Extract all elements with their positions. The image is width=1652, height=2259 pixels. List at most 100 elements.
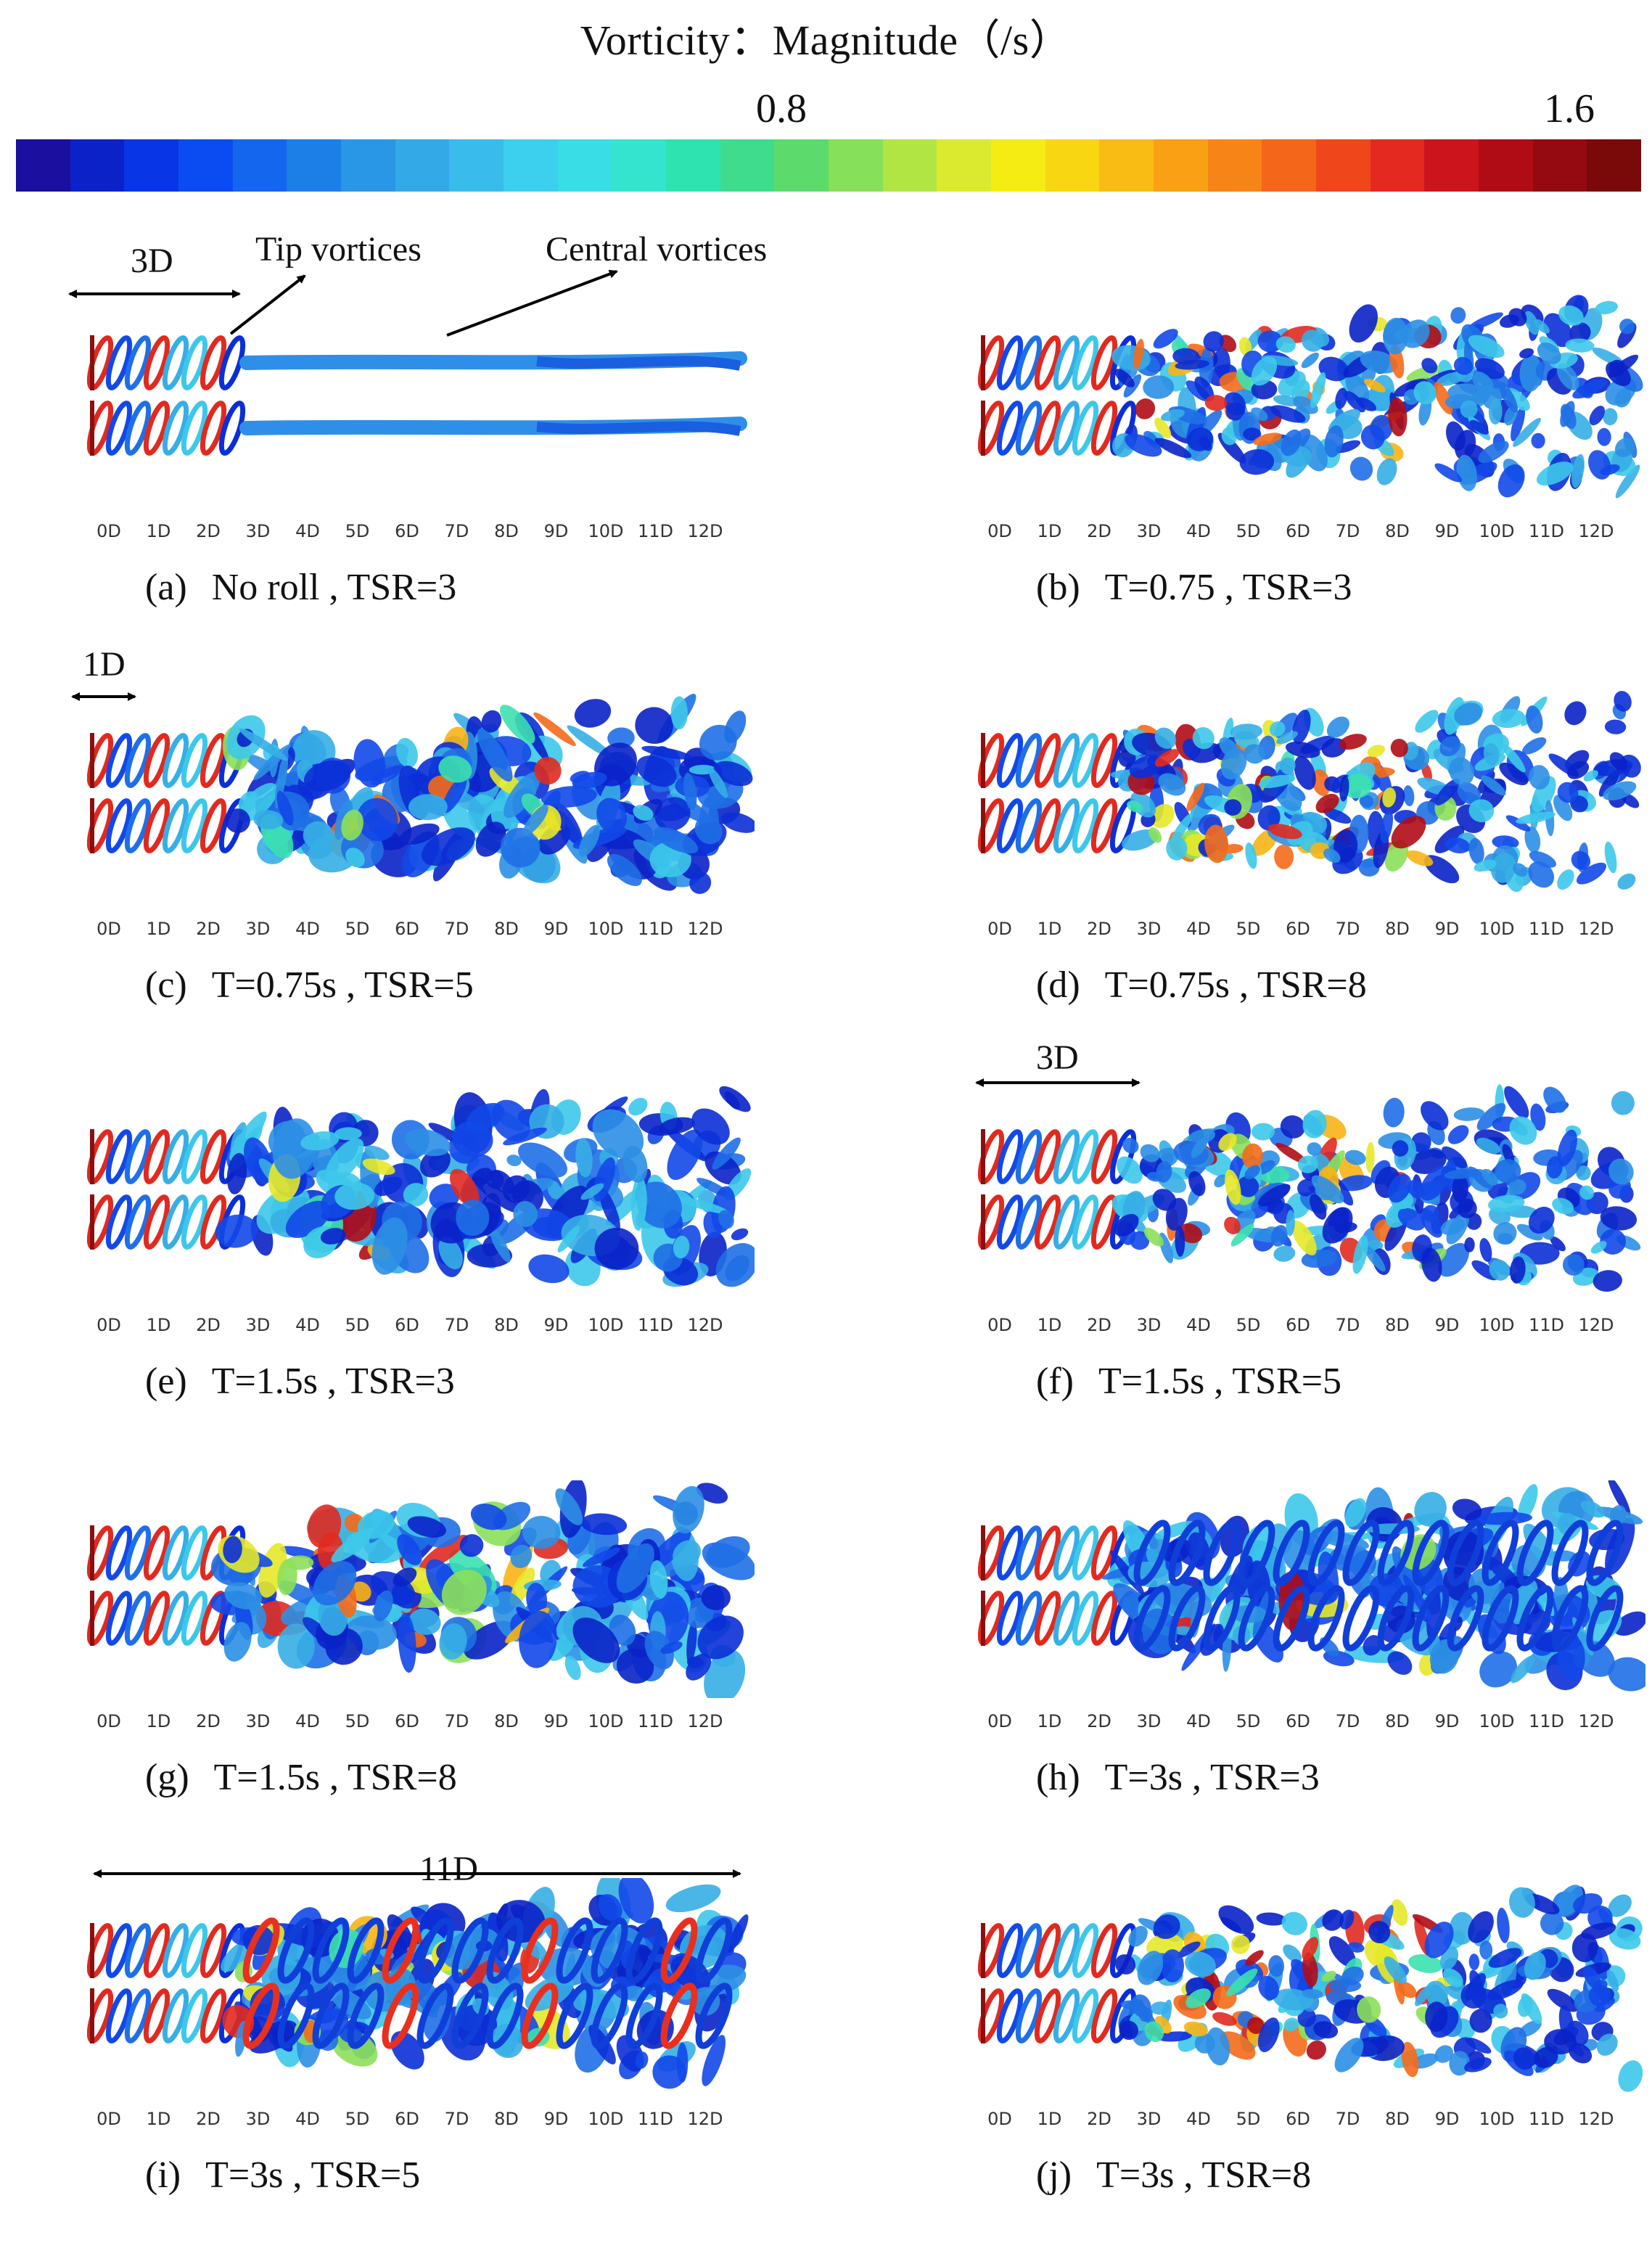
distance-tick-label: 11D: [1528, 2109, 1565, 2129]
distance-tick-label: 6D: [395, 2109, 419, 2129]
distance-tick-label: 1D: [1037, 1315, 1062, 1335]
distance-tick-label: 0D: [987, 919, 1012, 939]
distance-tick-label: 1D: [146, 1711, 171, 1731]
distance-tick-label: 2D: [196, 919, 221, 939]
distance-tick-label: 9D: [543, 919, 569, 939]
panel-condition: T=3s , TSR=8: [1096, 2155, 1312, 2196]
distance-tick-label: 3D: [1136, 1711, 1162, 1731]
colorbar-segment: [666, 139, 720, 192]
distance-tick-label: 2D: [1087, 521, 1111, 541]
colorbar-segment: [774, 139, 829, 192]
distance-tick-label: 7D: [1335, 521, 1360, 541]
panel-c: 0D 1D 2D 3D 4D 5D 6D 7D 8D 9D 10D 11D 12D (c) T=0.75s …: [22, 688, 755, 1069]
panel-label: (i): [145, 2155, 181, 2196]
distance-tick-label: 7D: [1335, 919, 1360, 939]
panel-condition: T=0.75 , TSR=3: [1104, 567, 1352, 608]
distance-tick-label: 9D: [543, 1711, 569, 1731]
distance-tick-label: 9D: [543, 2109, 569, 2129]
distance-tick-label: 2D: [1087, 2109, 1111, 2129]
wake-vortex-image: [978, 691, 1641, 893]
distance-tick-label: 10D: [588, 521, 624, 541]
distance-tick-label: 2D: [196, 521, 221, 541]
distance-tick-label: 9D: [1434, 2109, 1460, 2129]
distance-tick-label: 7D: [1335, 1711, 1360, 1731]
colorbar-segment: [287, 139, 342, 192]
distance-tick-label: 3D: [1136, 1315, 1162, 1335]
distance-tick-label: 3D: [245, 1711, 271, 1731]
distance-tick-label: 3D: [245, 1315, 271, 1335]
distance-axis: 0D 1D 2D 3D 4D 5D 6D 7D 8D 9D 10D 11D 12D: [96, 919, 755, 945]
wake-vortex-image: [87, 694, 755, 894]
panel-h: 0D 1D 2D 3D 4D 5D 6D 7D 8D 9D 10D 11D 12D (h) T=3s , T…: [913, 1480, 1645, 1861]
colorbar-segment: [16, 139, 70, 192]
distance-tick-label: 8D: [494, 2109, 519, 2129]
distance-tick-label: 11D: [1528, 521, 1565, 541]
colorbar-max-label: 1.6: [1544, 86, 1595, 131]
wake-vortex-image: [978, 1480, 1645, 1692]
distance-tick-label: 12D: [687, 2109, 723, 2129]
distance-axis: 0D 1D 2D 3D 4D 5D 6D 7D 8D 9D 10D 11D 12D: [96, 2109, 755, 2135]
distance-tick-label: 5D: [345, 1315, 370, 1335]
colorbar-segment: [937, 139, 992, 192]
central-vortices-label: Central vortices: [546, 230, 768, 268]
panel-label: (a): [145, 567, 187, 608]
panel-label: (d): [1036, 964, 1080, 1006]
colorbar-segment: [1532, 139, 1587, 192]
distance-tick-label: 4D: [1186, 521, 1211, 541]
colorbar-segment: [124, 139, 179, 192]
colorbar-segment: [1370, 139, 1425, 192]
colorbar-segment: [70, 139, 125, 192]
distance-tick-label: 6D: [395, 919, 419, 939]
colorbar-segment: [1154, 139, 1208, 192]
distance-tick-label: 9D: [543, 1315, 569, 1335]
panel-i: 0D 1D 2D 3D 4D 5D 6D 7D 8D 9D 10D 11D 12D (i) T=3s , T…: [22, 1878, 755, 2259]
wake-vortex-image: [978, 295, 1643, 499]
distance-axis: 0D 1D 2D 3D 4D 5D 6D 7D 8D 9D 10D 11D 12D: [987, 1315, 1645, 1341]
distance-tick-label: 4D: [295, 2109, 320, 2129]
distance-tick-label: 0D: [987, 521, 1012, 541]
distance-tick-label: 4D: [1186, 2109, 1211, 2129]
colorbar-segment: [449, 139, 504, 192]
distance-tick-label: 6D: [1286, 919, 1310, 939]
colorbar-segment: [1587, 139, 1642, 192]
wake-vortex-image: [978, 1084, 1641, 1292]
distance-tick-label: 5D: [1236, 521, 1261, 541]
distance-axis: 0D 1D 2D 3D 4D 5D 6D 7D 8D 9D 10D 11D 12D: [96, 1711, 755, 1737]
distance-tick-label: 8D: [494, 521, 519, 541]
panel-b: 0D 1D 2D 3D 4D 5D 6D 7D 8D 9D 10D 11D 12D (b) T=0.75 ,…: [913, 290, 1645, 671]
panel-label: (j): [1036, 2155, 1072, 2196]
distance-tick-label: 9D: [1434, 1315, 1460, 1335]
span-label-3d-f: 3D: [1036, 1038, 1079, 1077]
panel-caption: (e) T=1.5s , TSR=3: [145, 1360, 455, 1403]
distance-axis: 0D 1D 2D 3D 4D 5D 6D 7D 8D 9D 10D 11D 12D: [96, 521, 755, 547]
distance-tick-label: 11D: [1528, 1711, 1565, 1731]
distance-tick-label: 1D: [146, 521, 171, 541]
distance-tick-label: 3D: [245, 919, 271, 939]
distance-tick-label: 3D: [245, 2109, 271, 2129]
colorbar-segment: [178, 139, 233, 192]
panel-j: 0D 1D 2D 3D 4D 5D 6D 7D 8D 9D 10D 11D 12D (j) T=3s , T…: [913, 1878, 1645, 2259]
colorbar-segment: [882, 139, 937, 192]
distance-tick-label: 7D: [444, 1315, 469, 1335]
distance-tick-label: 0D: [96, 2109, 121, 2129]
colorbar-segment: [991, 139, 1045, 192]
figure-title: Vorticity：Magnitude（/s）: [580, 17, 1072, 64]
distance-tick-label: 1D: [146, 2109, 171, 2129]
distance-tick-label: 12D: [1578, 1315, 1614, 1335]
distance-tick-label: 10D: [588, 2109, 624, 2129]
colorbar-segment: [612, 139, 667, 192]
distance-tick-label: 1D: [146, 1315, 171, 1335]
distance-tick-label: 10D: [1479, 1315, 1515, 1335]
distance-tick-label: 8D: [494, 1315, 519, 1335]
distance-tick-label: 1D: [1037, 2109, 1062, 2129]
distance-tick-label: 4D: [1186, 1711, 1211, 1731]
distance-tick-label: 7D: [1335, 1315, 1360, 1335]
distance-tick-label: 10D: [588, 919, 624, 939]
panel-caption: (d) T=0.75s , TSR=8: [1036, 964, 1367, 1006]
distance-tick-label: 0D: [987, 1315, 1012, 1335]
colorbar-segment: [1424, 139, 1479, 192]
distance-tick-label: 7D: [444, 919, 469, 939]
panel-condition: T=0.75s , TSR=5: [211, 964, 474, 1006]
distance-tick-label: 5D: [1236, 2109, 1261, 2129]
distance-tick-label: 6D: [1286, 2109, 1310, 2129]
